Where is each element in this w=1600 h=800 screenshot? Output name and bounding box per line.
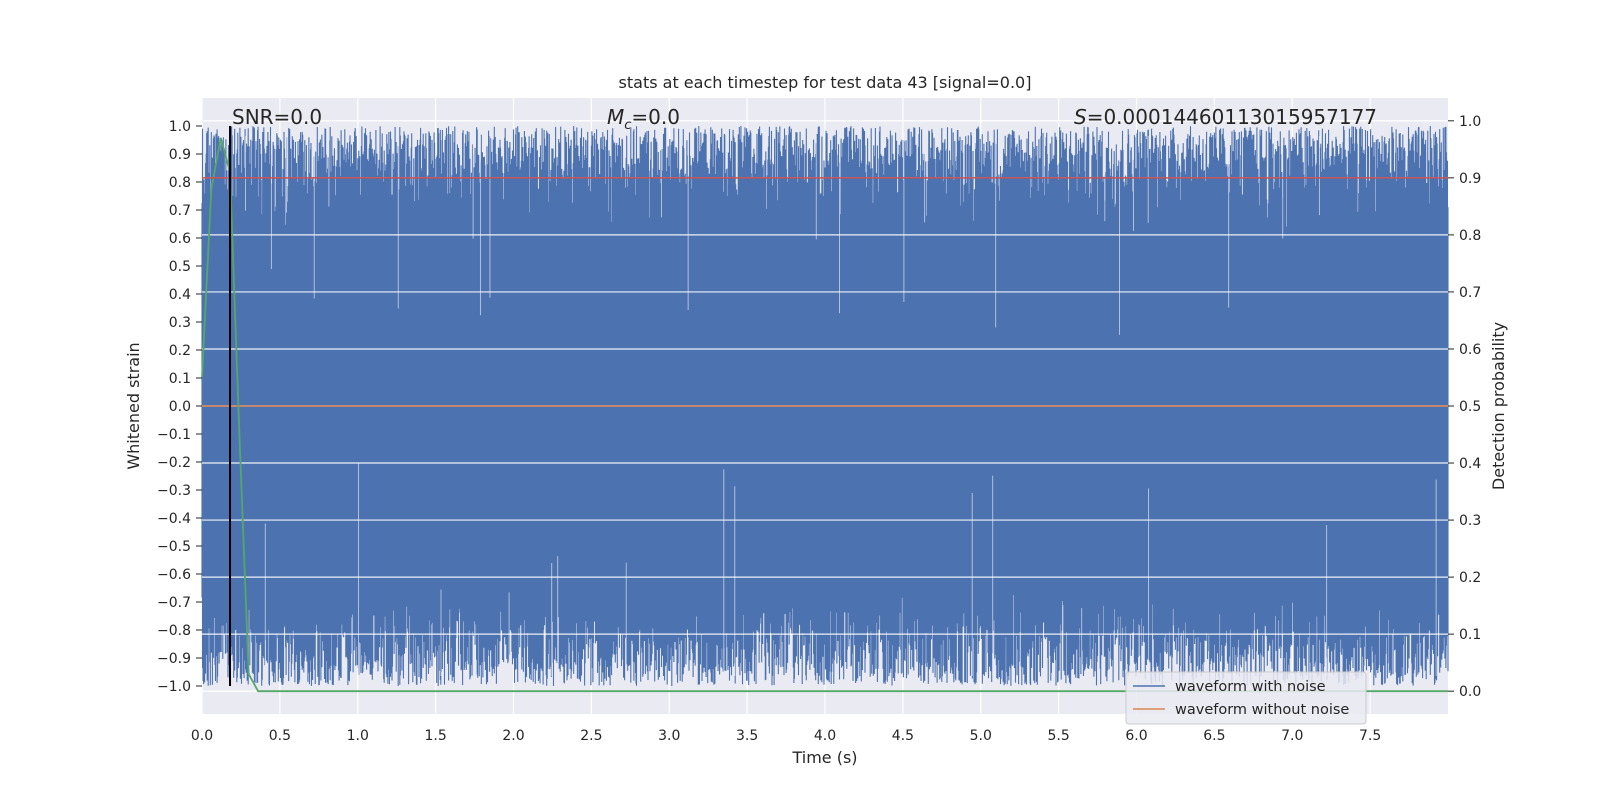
y-tick-label: −0.4 xyxy=(157,511,191,527)
x-axis-title: Time (s) xyxy=(791,748,857,767)
x-tick-label: 4.0 xyxy=(814,728,836,744)
y-tick-label: 0.6 xyxy=(169,231,191,247)
y-tick-label: −0.3 xyxy=(157,483,191,499)
y2-tick-label: 0.6 xyxy=(1459,342,1481,358)
y-axis-title: Whitened strain xyxy=(124,342,143,469)
snr-annotation: SNR=0.0 xyxy=(232,105,322,129)
y2-tick-label: 0.4 xyxy=(1459,456,1481,472)
x-tick-label: 7.5 xyxy=(1359,728,1381,744)
y-tick-label: −0.5 xyxy=(157,539,191,555)
y-tick-label: 0.9 xyxy=(169,147,191,163)
y2-tick-label: 0.8 xyxy=(1459,228,1481,244)
y-tick-label: −0.1 xyxy=(157,427,191,443)
y-tick-label: −1.0 xyxy=(157,679,191,695)
x-tick-label: 0.0 xyxy=(191,728,213,744)
x-tick-label: 5.5 xyxy=(1047,728,1069,744)
y-tick-label: 0.3 xyxy=(169,315,191,331)
x-tick-label: 2.5 xyxy=(580,728,602,744)
x-tick-label: 3.0 xyxy=(658,728,680,744)
y2-tick-label: 0.3 xyxy=(1459,513,1481,529)
axis-ticks: 0.0 0.5 1.0 1.5 2.0 2.5 3.0 3.5 4.0 4.5 5.0 5.5 6.0 6… xyxy=(157,114,1481,744)
chirp-mass-annotation: Mc=0.0 xyxy=(607,105,680,133)
legend-label-waveform-with-noise: waveform with noise xyxy=(1175,679,1326,695)
x-tick-label: 2.0 xyxy=(502,728,524,744)
y-tick-label: −0.2 xyxy=(157,455,191,471)
y-tick-label: 1.0 xyxy=(169,119,191,135)
y-tick-label: −0.8 xyxy=(157,623,191,639)
y2-tick-label: 0.5 xyxy=(1459,399,1481,415)
y-tick-label: 0.8 xyxy=(169,175,191,191)
s-value: =0.00014460113015957177 xyxy=(1087,105,1377,129)
y2-axis-title: Detection probability xyxy=(1489,322,1508,490)
series-detection-probability xyxy=(201,137,1448,693)
x-tick-label: 7.0 xyxy=(1281,728,1303,744)
y-tick-label: 0.4 xyxy=(169,287,191,303)
x-tick-label: 0.5 xyxy=(269,728,291,744)
y-tick-label: 0.0 xyxy=(169,399,191,415)
x-tick-label: 4.5 xyxy=(892,728,914,744)
x-tick-label: 1.0 xyxy=(347,728,369,744)
s-annotation: S=0.00014460113015957177 xyxy=(1074,105,1377,129)
y2-tick-label: 1.0 xyxy=(1459,114,1481,130)
legend-box xyxy=(1125,671,1367,725)
y-tick-label: −0.7 xyxy=(157,595,191,611)
y-tick-label: −0.9 xyxy=(157,651,191,667)
legend: waveform with noise waveform without noi… xyxy=(1125,671,1367,725)
noise-waveform-path xyxy=(201,125,1449,687)
y2-tick-label: 0.9 xyxy=(1459,171,1481,187)
y2-tick-label: 0.7 xyxy=(1459,285,1481,301)
y-tick-label: 0.1 xyxy=(169,371,191,387)
y-tick-label: −0.6 xyxy=(157,567,191,583)
chart-title: stats at each timestep for test data 43 … xyxy=(619,73,1032,92)
x-tick-label: 5.0 xyxy=(970,728,992,744)
y2-tick-label: 0.0 xyxy=(1459,684,1481,700)
y-tick-label: 0.2 xyxy=(169,343,191,359)
y2-tick-label: 0.2 xyxy=(1459,570,1481,586)
chirp-mass-value: =0.0 xyxy=(631,105,680,129)
x-tick-label: 3.5 xyxy=(736,728,758,744)
y-tick-label: 0.7 xyxy=(169,203,191,219)
y2-tick-label: 0.1 xyxy=(1459,627,1481,643)
x-tick-label: 6.5 xyxy=(1203,728,1225,744)
y-tick-label: 0.5 xyxy=(169,259,191,275)
s-symbol: S xyxy=(1074,105,1087,129)
chirp-mass-symbol: M xyxy=(607,105,624,129)
chirp-mass-subscript: c xyxy=(624,118,631,133)
x-tick-label: 6.0 xyxy=(1125,728,1147,744)
legend-label-waveform-without-noise: waveform without noise xyxy=(1175,702,1349,718)
x-tick-label: 1.5 xyxy=(424,728,446,744)
series-lines xyxy=(201,126,1448,693)
